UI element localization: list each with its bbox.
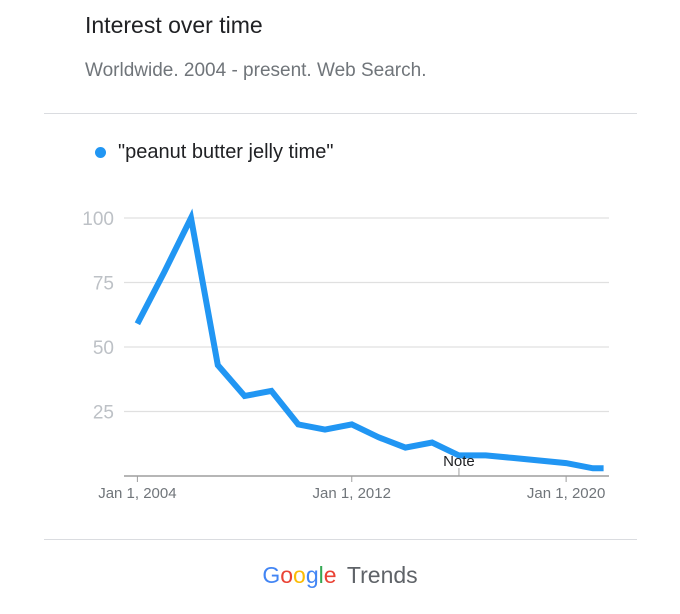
y-tick-label: 50 xyxy=(93,338,114,359)
google-wordmark: Google xyxy=(262,562,343,588)
data-point[interactable] xyxy=(349,421,355,427)
data-point[interactable] xyxy=(601,465,607,471)
series-line[interactable] xyxy=(134,208,604,472)
data-point[interactable] xyxy=(376,434,382,440)
logo-letter: o xyxy=(280,562,294,588)
legend-dot-icon xyxy=(95,147,106,158)
data-point[interactable] xyxy=(590,465,596,471)
legend-label: "peanut butter jelly time" xyxy=(118,141,334,163)
chart-title: Interest over time xyxy=(85,12,263,38)
note-label[interactable]: Note xyxy=(443,453,475,470)
line-chart[interactable]: 25 50 75 100 Jan 1, 2004 Jan 1, 2012 Jan 1, 20… xyxy=(0,190,680,510)
logo-letter: e xyxy=(323,562,337,588)
logo-letter: G xyxy=(262,562,281,588)
x-tick-label: Jan 1, 2004 xyxy=(98,485,176,502)
legend[interactable]: "peanut butter jelly time" xyxy=(95,141,333,164)
data-point[interactable] xyxy=(402,445,408,451)
data-point[interactable] xyxy=(563,460,569,466)
logo-letter: l xyxy=(318,562,324,588)
logo-letter: g xyxy=(305,562,319,588)
data-point[interactable] xyxy=(268,388,274,394)
data-point[interactable] xyxy=(322,427,328,433)
y-tick-label: 100 xyxy=(82,209,114,230)
data-point[interactable] xyxy=(215,362,221,368)
trends-wordmark: Trends xyxy=(346,562,418,588)
data-point[interactable] xyxy=(188,215,194,221)
google-trends-logo[interactable]: Google Trends xyxy=(0,562,680,589)
logo-letter: o xyxy=(293,562,306,588)
top-divider xyxy=(44,113,637,114)
data-point[interactable] xyxy=(429,439,435,445)
data-point[interactable] xyxy=(134,321,140,327)
bottom-divider xyxy=(44,539,637,540)
y-tick-label: 75 xyxy=(93,274,114,295)
data-point[interactable] xyxy=(295,421,301,427)
x-tick-label: Jan 1, 2020 xyxy=(527,485,605,502)
data-point[interactable] xyxy=(536,458,542,464)
data-point[interactable] xyxy=(161,269,167,275)
chart-subtitle: Worldwide. 2004 - present. Web Search. xyxy=(85,60,427,81)
y-tick-label: 25 xyxy=(93,403,114,424)
data-point[interactable] xyxy=(510,455,516,461)
x-tick-label: Jan 1, 2012 xyxy=(313,485,391,502)
data-point[interactable] xyxy=(483,452,489,458)
data-point[interactable] xyxy=(242,393,248,399)
